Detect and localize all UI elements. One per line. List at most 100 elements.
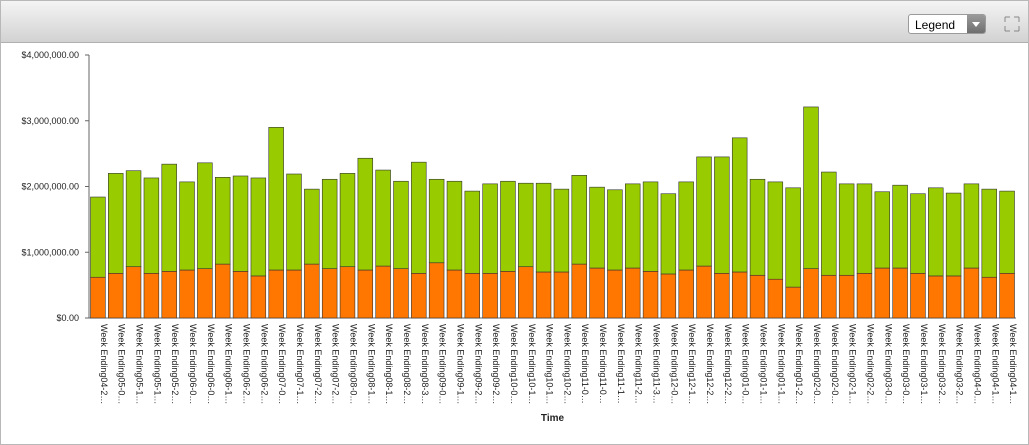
bar-segment	[90, 196, 106, 278]
bar-segment	[411, 161, 427, 274]
bar-segment	[339, 173, 356, 268]
bar-segment	[179, 181, 195, 271]
legend-dropdown[interactable]: Legend	[908, 14, 986, 34]
bar-segment	[660, 193, 677, 275]
bar-segment	[339, 266, 356, 319]
bar-segment	[553, 271, 570, 319]
bar-segment	[143, 272, 160, 319]
bar-segment	[607, 269, 623, 319]
bar-segment	[446, 180, 463, 271]
y-tick-label: $2,000,000.00	[21, 182, 79, 192]
bar-segment	[482, 183, 498, 274]
bar-segment	[304, 263, 320, 319]
bar-segment	[945, 192, 962, 277]
x-tick-label: Week Ending09-0…	[438, 324, 448, 404]
x-tick-label: Week Ending07-1…	[295, 324, 305, 404]
bar-segment	[928, 187, 944, 277]
bar-segment	[767, 181, 784, 280]
x-tick-label: Week Ending05-1…	[152, 324, 162, 404]
x-tick-label: Week Ending07-0…	[277, 324, 287, 404]
bar-segment	[535, 182, 552, 273]
x-tick-label: Week Ending08-3…	[420, 324, 430, 404]
x-tick-label: Week Ending04-1…	[990, 324, 1000, 404]
bar-segment	[838, 183, 855, 276]
bar-segment	[500, 180, 516, 272]
x-tick-label: Week Ending04-2…	[99, 324, 109, 404]
x-tick-label: Week Ending12-2…	[723, 324, 733, 404]
bar-segment	[411, 272, 427, 319]
bar-segment	[660, 273, 677, 319]
bar-segment	[642, 271, 659, 319]
bar-segment	[250, 177, 267, 277]
chart: $0.00 $1,000,000.00 $2,000,000.00 $3,000,00…	[21, 50, 1018, 424]
bar-segment	[482, 272, 498, 319]
x-tick-label: Week Ending07-2…	[331, 324, 341, 404]
x-tick-label: Week Ending08-1…	[384, 324, 394, 404]
bar-segment	[678, 181, 694, 271]
bar-segment	[464, 272, 480, 319]
bar-segment	[393, 180, 409, 269]
bar-segment	[714, 156, 730, 274]
toolbar: Legend	[1, 1, 1028, 43]
x-tick-label: Week Ending11-0…	[580, 324, 590, 404]
bar-segment	[803, 268, 819, 319]
bar-segment	[428, 178, 445, 264]
expand-icon[interactable]	[1004, 16, 1020, 32]
x-tick-label: Week Ending02-1…	[848, 324, 858, 404]
x-tick-label: Week Ending05-2…	[170, 324, 180, 404]
bar-segment	[286, 173, 302, 271]
bar-segment	[197, 268, 213, 319]
x-tick-label: Week Ending06-0…	[206, 324, 216, 404]
bar-segment	[161, 271, 177, 319]
bar-segment	[197, 162, 213, 269]
x-tick-label: Week Ending02-0…	[830, 324, 840, 404]
bar-segment	[90, 276, 106, 319]
bar-segment	[981, 188, 997, 278]
x-tick-label: Week Ending03-2…	[937, 324, 947, 404]
bar-segment	[785, 187, 801, 288]
bar-segment	[731, 137, 748, 273]
bar-segment	[179, 269, 195, 319]
x-tick-label: Week Ending01-0…	[741, 324, 751, 404]
bar-segment	[375, 169, 391, 267]
bar-segment	[856, 272, 873, 319]
bar-segment	[321, 268, 338, 319]
x-tick-label: Week Ending11-2…	[634, 324, 644, 404]
x-tick-label: Week Ending10-1…	[527, 324, 537, 404]
bar-segment	[321, 178, 338, 269]
x-tick-label: Week Ending04-0…	[972, 324, 982, 404]
legend-dropdown-label: Legend	[915, 18, 956, 32]
bar-segment	[838, 274, 855, 319]
x-tick-label: Week Ending05-1…	[135, 324, 145, 404]
bar-segment	[749, 274, 766, 319]
bar-segment	[143, 177, 160, 274]
x-tick-label: Week Ending11-3…	[652, 324, 662, 404]
bar-segment	[785, 286, 801, 319]
x-tick-label: Week Ending12-2…	[705, 324, 715, 404]
bar-segment	[553, 188, 570, 273]
bar-segment	[446, 269, 463, 319]
x-tick-label: Week Ending08-2…	[402, 324, 412, 404]
bar-segment	[625, 183, 641, 269]
bar-segment	[625, 267, 641, 319]
bar-segment	[125, 266, 142, 319]
x-tick-label: Week Ending09-2…	[473, 324, 483, 404]
bar-segment	[357, 269, 374, 319]
x-tick-label: Week Ending11-1…	[616, 324, 626, 404]
x-tick-label: Week Ending12-0…	[669, 324, 679, 404]
x-tick-label: Week Ending07-2…	[313, 324, 323, 404]
bar-segment	[767, 278, 784, 319]
bar-segment	[464, 190, 480, 274]
x-tick-label: Week Ending01-2…	[794, 324, 804, 404]
x-tick-label: Week Ending06-0…	[188, 324, 198, 404]
bar-segment	[393, 268, 409, 319]
bar-segment	[357, 157, 374, 271]
bar-segment	[803, 106, 819, 269]
bar-segment	[518, 266, 534, 319]
bar-segment	[161, 163, 177, 272]
bar-segment	[821, 171, 837, 276]
bar-segment	[892, 267, 908, 319]
bar-segment	[642, 181, 659, 272]
bar-segment	[232, 271, 249, 319]
bar-segment	[125, 170, 142, 268]
